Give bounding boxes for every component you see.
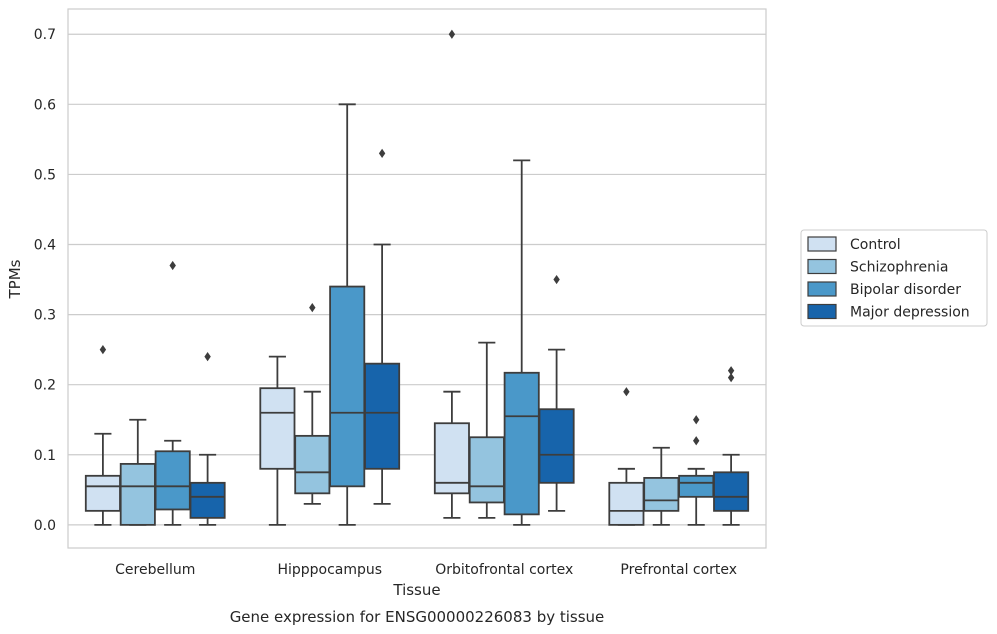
outlier-point [693, 436, 700, 446]
y-tick-labels: 0.0 0.1 0.2 0.3 0.4 0.5 0.6 0.7 [34, 27, 56, 534]
x-tick-label: Orbitofrontal cortex [435, 562, 573, 578]
legend-item[interactable]: Schizophrenia [807, 258, 948, 276]
iqr-box [538, 408, 575, 484]
outlier-point [727, 373, 735, 383]
box-1-1 [294, 302, 331, 505]
box-0-3 [189, 352, 226, 526]
iqr-box [713, 471, 750, 512]
outlier-point [309, 302, 316, 313]
plot-frame [67, 8, 767, 549]
iqr-box [364, 362, 401, 470]
outlier-point [378, 148, 386, 158]
legend-item[interactable]: Control [807, 236, 901, 253]
legend-label: Schizophrenia [850, 260, 948, 276]
x-tick-label: Hipppocampus [277, 562, 382, 578]
box-2-2 [503, 159, 540, 526]
legend-label: Major depression [850, 305, 970, 321]
iqr-box [468, 436, 505, 504]
box-0-0 [84, 345, 121, 526]
legend-label: Bipolar disorder [850, 282, 961, 298]
outlier-point [99, 345, 107, 355]
iqr-box [329, 285, 366, 488]
iqr-box [84, 474, 121, 512]
box-2-1 [468, 341, 505, 519]
y-tick-label: 0.2 [34, 378, 56, 394]
box-1-2 [329, 103, 366, 526]
iqr-box [294, 434, 331, 495]
iqr-box [154, 450, 191, 511]
x-axis-label: Tissue [392, 581, 440, 599]
y-tick-label: 0.1 [34, 448, 56, 464]
legend-label: Control [850, 237, 901, 253]
box-1-3 [364, 148, 401, 505]
box-1-0 [259, 355, 296, 526]
box-3-3 [713, 366, 750, 526]
legend-item[interactable]: Bipolar disorder [807, 281, 961, 298]
iqr-box [119, 462, 156, 526]
outlier-point [727, 366, 735, 376]
legend-swatch [807, 258, 837, 275]
outlier-point [623, 387, 630, 397]
outlier-point [169, 260, 176, 271]
legend[interactable]: Control Schizophrenia Bipolar disorder Majo… [800, 229, 988, 327]
iqr-box [608, 481, 645, 526]
box-3-1 [643, 446, 680, 526]
box-layer [84, 29, 750, 526]
y-tick-label: 0.7 [34, 27, 56, 43]
iqr-box [189, 481, 226, 519]
iqr-box [259, 387, 296, 470]
legend-swatch [807, 236, 837, 252]
y-tick-label: 0.5 [34, 167, 56, 183]
outlier-point [204, 352, 211, 362]
legend-frame [800, 229, 988, 327]
x-tick-label: Prefrontal cortex [620, 562, 737, 578]
box-0-1 [119, 418, 156, 526]
box-3-2 [678, 415, 715, 526]
y-tick-label: 0.3 [34, 308, 56, 324]
y-axis-label: TPMs [6, 259, 24, 299]
legend-item[interactable]: Major depression [807, 303, 970, 321]
x-tick-labels: Cerebellum Hipppocampus Orbitofrontal cort… [115, 562, 737, 578]
outlier-point [448, 29, 456, 39]
legend-swatch [807, 281, 837, 297]
iqr-box [433, 422, 470, 495]
box-0-2 [154, 260, 191, 526]
chart-caption: Gene expression for ENSG00000226083 by t… [230, 608, 605, 626]
legend-swatch [807, 303, 837, 320]
x-tick-label: Cerebellum [115, 562, 195, 578]
y-tick-label: 0.0 [34, 518, 56, 534]
box-3-0 [608, 387, 645, 526]
iqr-box [503, 371, 540, 516]
iqr-box [678, 474, 715, 498]
outlier-point [693, 415, 700, 425]
outlier-point [553, 274, 560, 285]
iqr-box [643, 477, 680, 512]
box-2-0 [433, 29, 470, 519]
y-tick-label: 0.6 [34, 97, 56, 113]
y-tick-label: 0.4 [34, 238, 56, 254]
box-2-3 [538, 274, 575, 512]
